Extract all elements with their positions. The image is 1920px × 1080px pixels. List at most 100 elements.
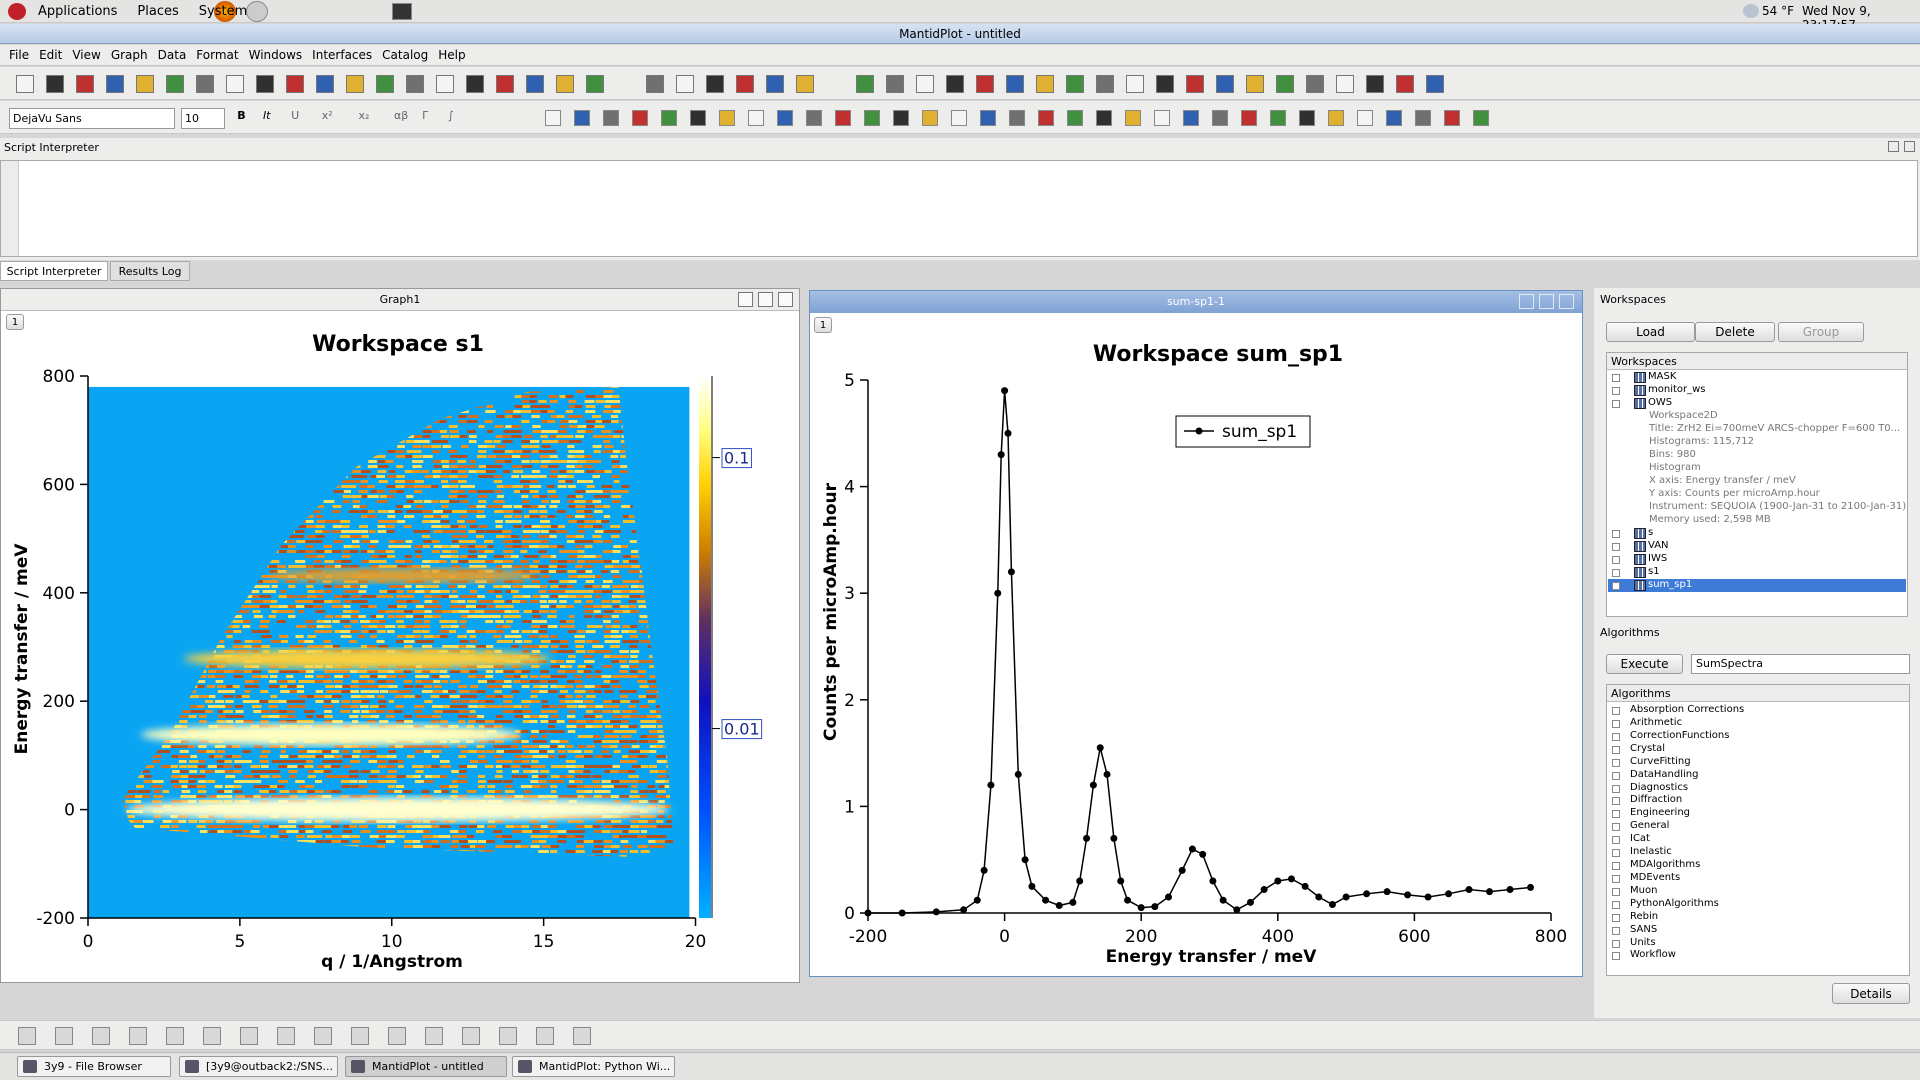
- toolbar-icon[interactable]: [1299, 110, 1315, 126]
- maximize-button[interactable]: [758, 292, 773, 307]
- expand-box[interactable]: [1612, 569, 1620, 577]
- taskbar-button[interactable]: MantidPlot: Python Wi...: [512, 1056, 675, 1077]
- toolbar-icon[interactable]: [1126, 75, 1144, 93]
- workspace-name[interactable]: OWS: [1648, 397, 1673, 408]
- taskbar-button[interactable]: MantidPlot - untitled: [345, 1056, 507, 1077]
- toolbar-icon[interactable]: [1009, 110, 1025, 126]
- format-button[interactable]: x₂: [358, 109, 369, 122]
- toolbar-icon[interactable]: [632, 110, 648, 126]
- expand-box[interactable]: [1612, 926, 1620, 935]
- expand-box[interactable]: [1612, 939, 1620, 948]
- toolbar-icon[interactable]: [1156, 75, 1174, 93]
- expand-box[interactable]: [1612, 887, 1620, 896]
- toolbar-icon[interactable]: [316, 75, 334, 93]
- expand-box[interactable]: [1612, 556, 1620, 564]
- toolbar-icon[interactable]: [76, 75, 94, 93]
- toolbar-icon[interactable]: [277, 1027, 295, 1045]
- toolbar-icon[interactable]: [603, 110, 619, 126]
- workspace-button[interactable]: Load: [1606, 322, 1695, 342]
- expand-box[interactable]: [1612, 823, 1620, 832]
- toolbar-icon[interactable]: [856, 75, 874, 93]
- minimize-button[interactable]: [738, 292, 753, 307]
- expand-box[interactable]: [1612, 707, 1620, 715]
- expand-box[interactable]: [1612, 387, 1620, 395]
- close-button[interactable]: [1559, 294, 1574, 309]
- toolbar-icon[interactable]: [496, 75, 514, 93]
- workspace-name[interactable]: IWS: [1648, 553, 1668, 564]
- toolbar-icon[interactable]: [886, 75, 904, 93]
- toolbar-icon[interactable]: [556, 75, 574, 93]
- toolbar-icon[interactable]: [976, 75, 994, 93]
- panel-menu[interactable]: Places: [137, 4, 179, 19]
- toolbar-icon[interactable]: [1154, 110, 1170, 126]
- font-size[interactable]: 10: [181, 108, 225, 129]
- toolbar-icon[interactable]: [166, 1027, 184, 1045]
- toolbar-icon[interactable]: [46, 75, 64, 93]
- minimize-button[interactable]: [1519, 294, 1534, 309]
- menu-item[interactable]: Edit: [39, 48, 63, 62]
- toolbar-icon[interactable]: [1306, 75, 1324, 93]
- algorithm-category[interactable]: Engineering: [1630, 807, 1690, 819]
- terminal-icon[interactable]: [392, 3, 412, 20]
- layer-button[interactable]: 1: [814, 317, 832, 333]
- toolbar-icon[interactable]: [766, 75, 784, 93]
- toolbar-icon[interactable]: [1336, 75, 1354, 93]
- toolbar-icon[interactable]: [129, 1027, 147, 1045]
- toolbar-icon[interactable]: [922, 110, 938, 126]
- tab[interactable]: Results Log: [110, 261, 190, 281]
- toolbar-icon[interactable]: [406, 75, 424, 93]
- app-logo[interactable]: [8, 3, 26, 20]
- algorithm-category[interactable]: Absorption Corrections: [1630, 704, 1745, 715]
- toolbar-icon[interactable]: [92, 1027, 110, 1045]
- toolbar-icon[interactable]: [1444, 110, 1460, 126]
- toolbar-icon[interactable]: [706, 75, 724, 93]
- toolbar-icon[interactable]: [346, 75, 364, 93]
- float-button[interactable]: [1888, 141, 1899, 152]
- close-button[interactable]: [1904, 141, 1915, 152]
- toolbar-icon[interactable]: [574, 110, 590, 126]
- toolbar-icon[interactable]: [1386, 110, 1402, 126]
- expand-box[interactable]: [1612, 797, 1620, 806]
- toolbar-icon[interactable]: [1396, 75, 1414, 93]
- toolbar-icon[interactable]: [646, 75, 664, 93]
- close-button[interactable]: [778, 292, 793, 307]
- menu-item[interactable]: Graph: [110, 48, 148, 62]
- toolbar-icon[interactable]: [55, 1027, 73, 1045]
- algorithm-category[interactable]: PythonAlgorithms: [1630, 897, 1719, 909]
- panel-menu[interactable]: System: [198, 4, 248, 19]
- toolbar-icon[interactable]: [1186, 75, 1204, 93]
- expand-box[interactable]: [1612, 719, 1620, 728]
- workspace-name[interactable]: sum_sp1: [1648, 579, 1693, 590]
- toolbar-icon[interactable]: [661, 110, 677, 126]
- toolbar-icon[interactable]: [1183, 110, 1199, 126]
- menu-item[interactable]: File: [9, 48, 30, 62]
- toolbar-icon[interactable]: [314, 1027, 332, 1045]
- toolbar-icon[interactable]: [736, 75, 754, 93]
- menu-item[interactable]: Catalog: [382, 48, 429, 62]
- toolbar-icon[interactable]: [1276, 75, 1294, 93]
- algorithm-category[interactable]: General: [1630, 820, 1670, 832]
- expand-box[interactable]: [1612, 810, 1620, 819]
- menu-item[interactable]: Format: [196, 48, 239, 62]
- workspace-tree[interactable]: Workspaces MASK monitor_ws OWS Workspace2D T…: [1606, 352, 1908, 617]
- expand-box[interactable]: [1612, 745, 1620, 754]
- toolbar-icon[interactable]: [1216, 75, 1234, 93]
- tab[interactable]: Script Interpreter: [0, 261, 108, 281]
- algorithm-category[interactable]: CorrectionFunctions: [1630, 729, 1730, 741]
- expand-box[interactable]: [1612, 732, 1620, 741]
- toolbar-icon[interactable]: [1426, 75, 1444, 93]
- toolbar-icon[interactable]: [1328, 110, 1344, 126]
- expand-box[interactable]: [1612, 374, 1620, 382]
- algorithm-category[interactable]: Workflow: [1630, 949, 1676, 961]
- algorithm-category[interactable]: Diagnostics: [1630, 781, 1689, 793]
- toolbar-icon[interactable]: [536, 1027, 554, 1045]
- menu-item[interactable]: Interfaces: [312, 48, 373, 62]
- toolbar-icon[interactable]: [425, 1027, 443, 1045]
- layer-button[interactable]: 1: [6, 314, 24, 330]
- workspace-name[interactable]: monitor_ws: [1648, 384, 1706, 395]
- format-button[interactable]: ∫: [448, 109, 454, 122]
- toolbar-icon[interactable]: [466, 75, 484, 93]
- menu-item[interactable]: Windows: [248, 48, 303, 62]
- toolbar-icon[interactable]: [526, 75, 544, 93]
- toolbar-icon[interactable]: [980, 110, 996, 126]
